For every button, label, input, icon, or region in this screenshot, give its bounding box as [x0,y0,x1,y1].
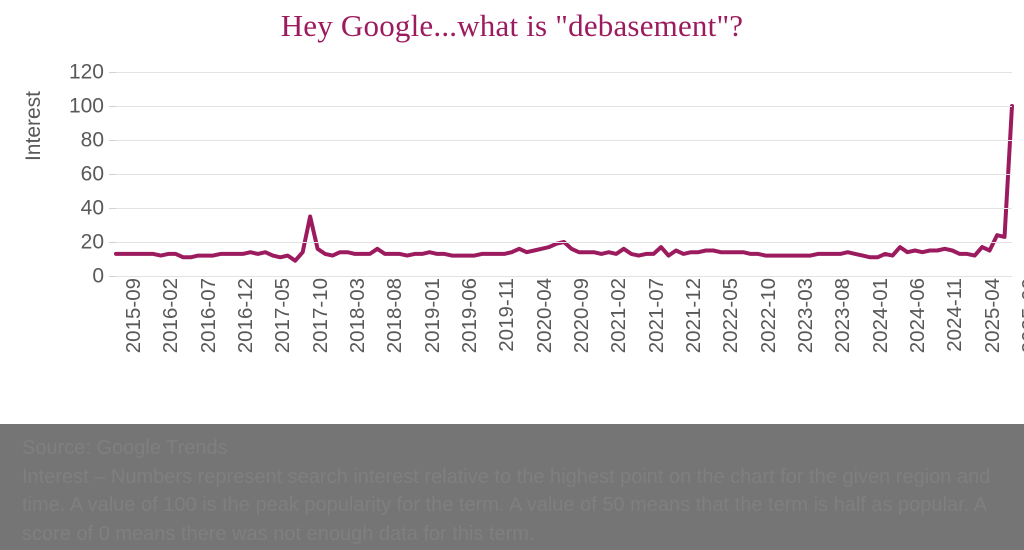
y-tick-mark [109,242,116,243]
gridline [116,208,1012,209]
x-tick-label: 2021-07 [644,278,668,354]
y-tick-mark [109,208,116,209]
x-tick-label: 2017-05 [271,278,295,354]
y-tick-label: 100 [68,94,104,118]
x-tick-label: 2019-11 [495,278,519,352]
x-tick-label: 2020-04 [532,278,556,354]
gridline [116,72,1012,73]
gridline [116,242,1012,243]
x-tick-label: 2016-12 [234,278,257,354]
y-tick-mark [109,140,116,141]
x-tick-label: 2021-02 [607,278,631,354]
x-tick-label: 2022-10 [756,278,780,354]
gridline [116,140,1012,141]
x-tick-label: 2021-12 [682,278,705,354]
x-tick-label: 2023-08 [831,278,855,354]
x-tick-label: 2025-09 [1018,278,1024,354]
y-tick-label: 120 [68,60,104,84]
y-tick-mark [109,72,116,73]
x-tick-label: 2020-09 [570,278,593,354]
y-tick-label: 0 [92,264,104,288]
x-tick-label: 2025-04 [980,278,1004,354]
interest-line [116,106,1012,261]
x-tick-label: 2016-07 [196,278,220,354]
y-tick-mark [109,174,116,175]
y-tick-label: 40 [80,196,104,220]
gridline [116,106,1012,107]
x-tick-label: 2017-10 [308,278,332,354]
x-tick-label: 2019-06 [458,278,481,354]
plot-area [109,72,1012,277]
x-tick-label: 2024-01 [868,278,892,354]
source-credit: Source: Google Trends [22,437,228,459]
x-tick-label: 2024-11 [943,278,967,352]
footer-note-band: Source: Google Trends Interest – Numbers… [0,424,1024,550]
gridline [116,276,1012,277]
y-axis-tick-labels: 0 20 40 60 80 100 120 [42,62,104,287]
x-axis-tick-labels: 2015-09 2016-02 2016-07 2016-12 2017-05 2017-… [116,278,1024,408]
x-tick-label: 2022-05 [719,278,743,354]
interest-definition-note: Interest – Numbers represent search inte… [22,466,991,545]
x-tick-label: 2016-02 [159,278,183,354]
y-tick-mark [109,106,116,107]
y-tick-label: 20 [80,230,104,254]
x-tick-label: 2018-03 [346,278,369,354]
x-tick-label: 2019-01 [420,278,444,354]
gridline [116,174,1012,175]
y-tick-mark [109,276,116,277]
y-tick-label: 80 [80,128,104,152]
x-tick-label: 2015-09 [122,278,145,354]
x-tick-label: 2023-03 [794,278,817,354]
x-tick-label: 2024-06 [906,278,929,354]
y-tick-label: 60 [80,162,104,186]
chart-title: Hey Google...what is "debasement"? [280,8,744,43]
chart-figure: Hey Google...what is "debasement"? Inter… [22,8,1024,408]
x-tick-label: 2018-08 [383,278,407,354]
